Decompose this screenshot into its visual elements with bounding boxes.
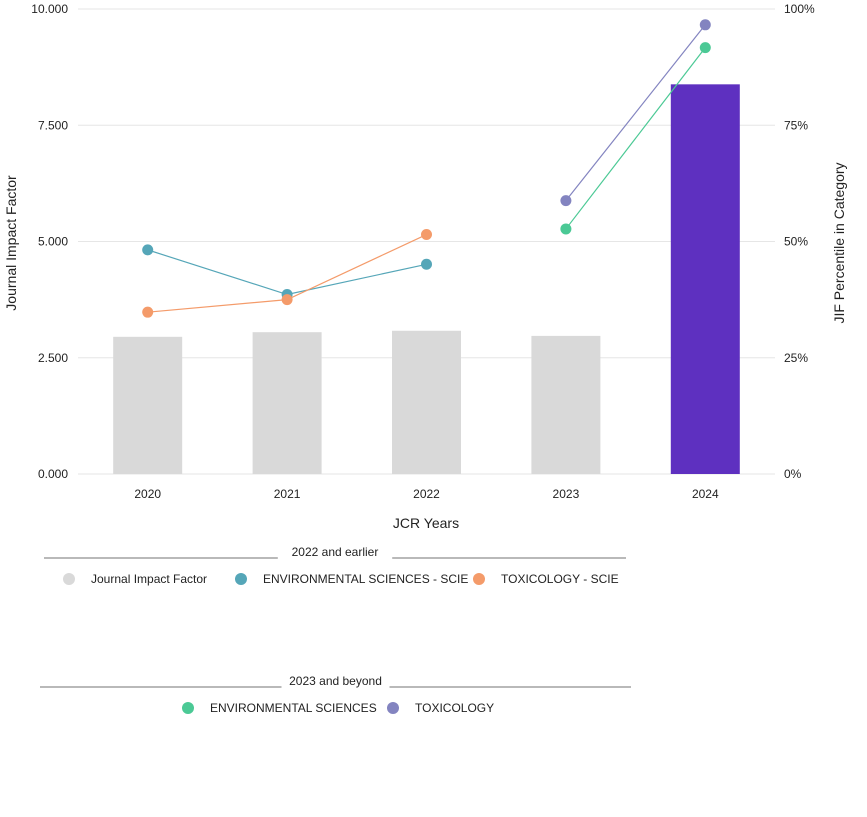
legend-group-title: 2023 and beyond — [289, 674, 382, 688]
series-point — [281, 294, 293, 306]
series-point — [560, 223, 572, 235]
legend: 2022 and earlier Journal Impact Factor ENV… — [40, 545, 631, 715]
x-tick-label: 2024 — [692, 487, 719, 501]
series-point — [421, 229, 432, 241]
legend-label: Journal Impact Factor — [91, 572, 207, 586]
y-tick-label: 7.500 — [38, 118, 68, 132]
x-tick-label: 2022 — [413, 487, 440, 501]
bar — [113, 336, 183, 474]
legend-marker — [235, 573, 247, 585]
legend-label: ENVIRONMENTAL SCIENCES - SCIE — [263, 572, 468, 586]
bar — [670, 84, 740, 474]
legend-label: ENVIRONMENTAL SCIENCES — [210, 701, 377, 715]
line-series — [142, 19, 711, 318]
series-point — [142, 244, 154, 256]
y2-tick-label: 0% — [784, 467, 802, 481]
series-point — [699, 19, 711, 31]
y2-axis-title: JIF Percentile in Category — [831, 162, 847, 323]
y-axis-ticks: 0.000 2.500 5.000 7.500 10.000 — [31, 2, 68, 481]
y2-axis-ticks: 0% 25% 50% 75% 100% — [784, 2, 815, 481]
y2-tick-label: 100% — [784, 2, 815, 16]
x-axis-title: JCR Years — [393, 515, 459, 531]
legend-marker — [473, 573, 485, 585]
legend-label: TOXICOLOGY — [415, 701, 494, 715]
y-tick-label: 10.000 — [31, 2, 68, 16]
series-point — [699, 42, 711, 54]
y2-tick-label: 50% — [784, 235, 808, 249]
gridlines — [78, 8, 775, 475]
x-tick-label: 2020 — [134, 487, 161, 501]
legend-label: TOXICOLOGY - SCIE — [501, 572, 619, 586]
x-axis-ticks: 2020 2021 2022 2023 2024 — [134, 487, 719, 501]
y2-tick-label: 25% — [784, 351, 808, 365]
bar — [531, 335, 601, 474]
series-line — [565, 47, 706, 230]
series-point — [142, 306, 154, 318]
y-tick-label: 2.500 — [38, 351, 68, 365]
series-line — [147, 249, 427, 296]
series-point — [560, 195, 572, 207]
legend-marker — [387, 702, 399, 714]
y-axis-title: Journal Impact Factor — [3, 175, 19, 311]
x-tick-label: 2021 — [274, 487, 301, 501]
y2-tick-label: 75% — [784, 118, 808, 132]
series-line — [565, 24, 706, 201]
legend-marker — [63, 573, 75, 585]
y-tick-label: 0.000 — [38, 467, 68, 481]
x-tick-label: 2023 — [553, 487, 580, 501]
legend-group-title: 2022 and earlier — [292, 545, 379, 559]
series-point — [421, 258, 432, 270]
bar — [392, 330, 461, 474]
y-tick-label: 5.000 — [38, 235, 68, 249]
bar-series — [113, 84, 740, 474]
legend-marker — [182, 702, 194, 714]
bar — [252, 332, 322, 474]
